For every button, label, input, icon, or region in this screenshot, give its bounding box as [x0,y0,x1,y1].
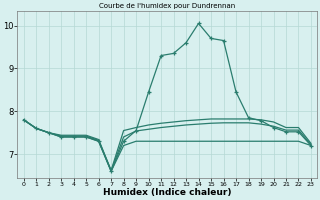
Title: Courbe de l'humidex pour Dundrennan: Courbe de l'humidex pour Dundrennan [99,3,236,9]
X-axis label: Humidex (Indice chaleur): Humidex (Indice chaleur) [103,188,232,197]
